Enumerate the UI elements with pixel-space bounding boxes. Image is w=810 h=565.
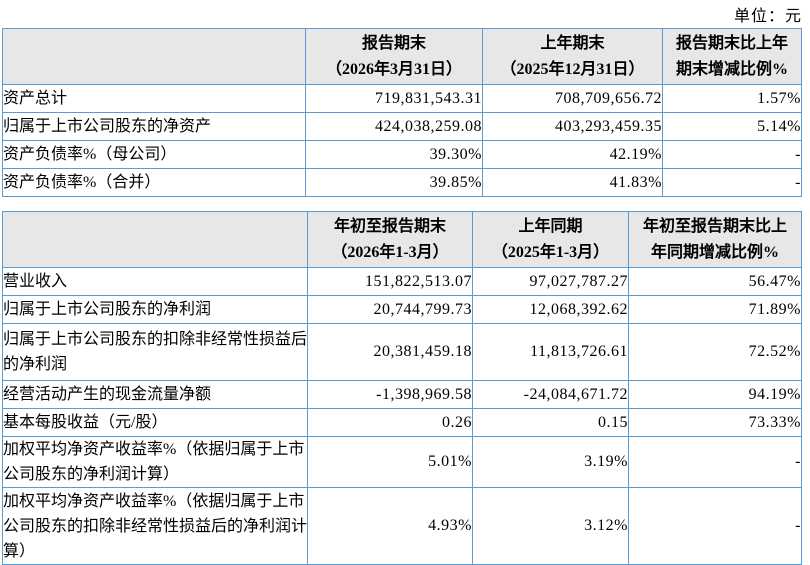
table2-empty-header-cell <box>2 211 308 268</box>
current-value: 0.26 <box>307 408 473 437</box>
table2-col-header-ytd-period: 年初至报告期末 （2026年1-3月） <box>307 211 473 268</box>
prior-value: 12,068,392.62 <box>472 295 629 324</box>
header-line: 年初至报告期末比上 <box>642 217 787 235</box>
table-row-weighted-avg-roe-excl-nonrecurring: 加权平均净资产收益率%（依据归属于上市公司股东的扣除非经常性损益后的净利润计算）… <box>2 487 802 565</box>
row-label: 营业收入 <box>2 267 308 296</box>
table-row-net-profit-excl-nonrecurring: 归属于上市公司股东的扣除非经常性损益后的净利润 20,381,459.18 11… <box>2 323 802 381</box>
header-line: 上年期末 <box>540 34 605 52</box>
current-value: 39.85% <box>305 168 483 197</box>
table-row-operating-revenue: 营业收入 151,822,513.07 97,027,787.27 56.47% <box>2 267 802 296</box>
change-value: - <box>662 168 802 197</box>
current-value: -1,398,969.58 <box>307 380 473 409</box>
row-label: 经营活动产生的现金流量净额 <box>2 380 308 409</box>
prior-value: 708,709,656.72 <box>482 84 663 113</box>
table-row-basic-eps: 基本每股收益（元/股） 0.26 0.15 73.33% <box>2 408 802 437</box>
header-line: （2026年1-3月） <box>331 243 449 261</box>
prior-value: 403,293,459.35 <box>482 112 663 141</box>
table-row-net-assets: 归属于上市公司股东的净资产 424,038,259.08 403,293,459… <box>2 112 802 141</box>
header-line: 报告期末比上年 <box>675 34 788 52</box>
header-line: 年初至报告期末 <box>333 217 446 235</box>
header-line: 上年同期 <box>518 217 583 235</box>
change-value: 71.89% <box>628 295 802 324</box>
row-label: 资产总计 <box>2 84 306 113</box>
prior-value: 3.19% <box>472 436 629 488</box>
change-value: 73.33% <box>628 408 802 437</box>
year-to-date-summary-table: 年初至报告期末 （2026年1-3月） 上年同期 （2025年1-3月） 年初至… <box>2 211 802 565</box>
table-row-net-profit: 归属于上市公司股东的净利润 20,744,799.73 12,068,392.6… <box>2 295 802 324</box>
current-value: 719,831,543.31 <box>305 84 483 113</box>
row-label: 基本每股收益（元/股） <box>2 408 308 437</box>
current-value: 5.01% <box>307 436 473 488</box>
table2-col-header-change-ratio: 年初至报告期末比上 年同期增减比例% <box>628 211 802 268</box>
row-label: 归属于上市公司股东的净利润 <box>2 295 308 324</box>
row-label: 加权平均净资产收益率%（依据归属于上市公司股东的净利润计算） <box>2 436 308 488</box>
current-value: 4.93% <box>307 487 473 565</box>
current-value: 20,744,799.73 <box>307 295 473 324</box>
prior-value: 3.12% <box>472 487 629 565</box>
table1-empty-header-cell <box>2 28 306 85</box>
header-line: （2025年1-3月） <box>491 243 610 261</box>
header-line: 报告期末 <box>361 34 426 52</box>
row-label: 加权平均净资产收益率%（依据归属于上市公司股东的扣除非经常性损益后的净利润计算） <box>2 487 308 565</box>
table-row-total-assets: 资产总计 719,831,543.31 708,709,656.72 1.57% <box>2 84 802 113</box>
header-line: 年同期增减比例% <box>650 243 779 261</box>
current-value: 39.30% <box>305 140 483 169</box>
prior-value: 0.15 <box>472 408 629 437</box>
change-value: - <box>628 487 802 565</box>
prior-value: -24,084,671.72 <box>472 380 629 409</box>
change-value: - <box>628 436 802 488</box>
prior-value: 41.83% <box>482 168 663 197</box>
change-value: 5.14% <box>662 112 802 141</box>
row-label: 资产负债率%（母公司） <box>2 140 306 169</box>
table2-header-row: 年初至报告期末 （2026年1-3月） 上年同期 （2025年1-3月） 年初至… <box>2 211 802 268</box>
current-value: 20,381,459.18 <box>307 323 473 381</box>
header-line: （2025年12月31日） <box>500 60 645 78</box>
current-value: 424,038,259.08 <box>305 112 483 141</box>
row-label: 归属于上市公司股东的净资产 <box>2 112 306 141</box>
change-value: 94.19% <box>628 380 802 409</box>
table1-header-row: 报告期末 （2026年3月31日） 上年期末 （2025年12月31日） 报告期… <box>2 28 802 85</box>
table-row-debt-ratio-consolidated: 资产负债率%（合并） 39.85% 41.83% - <box>2 168 802 197</box>
prior-value: 11,813,726.61 <box>472 323 629 381</box>
change-value: 56.47% <box>628 267 802 296</box>
table-row-debt-ratio-parent: 资产负债率%（母公司） 39.30% 42.19% - <box>2 140 802 169</box>
header-line: 期末增减比例% <box>675 60 788 78</box>
period-end-summary-table: 报告期末 （2026年3月31日） 上年期末 （2025年12月31日） 报告期… <box>2 28 802 197</box>
table-row-operating-cash-flow: 经营活动产生的现金流量净额 -1,398,969.58 -24,084,671.… <box>2 380 802 409</box>
current-value: 151,822,513.07 <box>307 267 473 296</box>
table1-col-header-prior-year-end: 上年期末 （2025年12月31日） <box>482 28 663 85</box>
prior-value: 42.19% <box>482 140 663 169</box>
prior-value: 97,027,787.27 <box>472 267 629 296</box>
change-value: 1.57% <box>662 84 802 113</box>
change-value: - <box>662 140 802 169</box>
unit-label: 单位：元 <box>733 8 802 25</box>
row-label: 归属于上市公司股东的扣除非经常性损益后的净利润 <box>2 323 308 381</box>
table1-col-header-change-ratio: 报告期末比上年 期末增减比例% <box>662 28 802 85</box>
table2-col-header-prior-period: 上年同期 （2025年1-3月） <box>472 211 629 268</box>
table-row-weighted-avg-roe: 加权平均净资产收益率%（依据归属于上市公司股东的净利润计算） 5.01% 3.1… <box>2 436 802 488</box>
change-value: 72.52% <box>628 323 802 381</box>
table1-col-header-period-end: 报告期末 （2026年3月31日） <box>305 28 483 85</box>
row-label: 资产负债率%（合并） <box>2 168 306 197</box>
header-line: （2026年3月31日） <box>325 60 462 78</box>
